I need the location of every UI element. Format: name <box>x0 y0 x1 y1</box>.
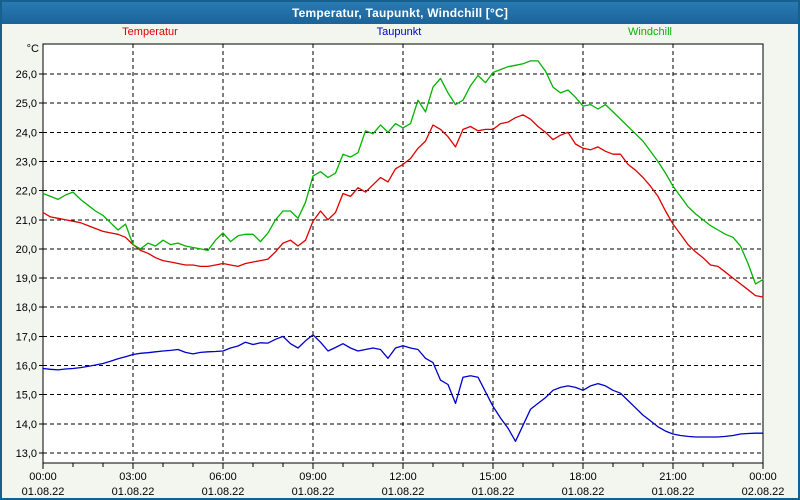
y-tick-label: 16,0 <box>16 361 37 373</box>
legend-windchill: Windchill <box>627 26 672 38</box>
y-tick-label: 20,0 <box>16 244 37 256</box>
window-title: Temperatur, Taupunkt, Windchill [°C] <box>2 2 798 24</box>
x-tick-time-label: 12:00 <box>389 471 417 483</box>
x-tick-time-label: 09:00 <box>299 471 327 483</box>
x-tick-date-label: 01.08.22 <box>292 486 335 498</box>
x-tick-date-label: 01.08.22 <box>112 486 155 498</box>
y-tick-label: 18,0 <box>16 302 37 314</box>
y-tick-label: 22,0 <box>16 186 37 198</box>
y-tick-label: 14,0 <box>16 419 37 431</box>
legend-temperatur: Temperatur <box>122 26 178 38</box>
x-tick-time-label: 21:00 <box>659 471 687 483</box>
x-tick-time-label: 15:00 <box>479 471 507 483</box>
x-tick-time-label: 06:00 <box>209 471 237 483</box>
x-tick-date-label: 01.08.22 <box>562 486 605 498</box>
y-tick-label: 15,0 <box>16 390 37 402</box>
y-tick-label: 13,0 <box>16 448 37 460</box>
y-tick-label: 17,0 <box>16 331 37 343</box>
x-tick-date-label: 02.08.22 <box>742 486 785 498</box>
x-tick-date-label: 01.08.22 <box>472 486 515 498</box>
series-temperatur <box>42 114 764 298</box>
y-axis-unit-label: °C <box>27 43 39 55</box>
x-tick-date-label: 01.08.22 <box>202 486 245 498</box>
y-tick-label: 24,0 <box>16 127 37 139</box>
x-tick-time-label: 00:00 <box>749 471 777 483</box>
y-tick-label: 21,0 <box>16 215 37 227</box>
x-tick-date-label: 01.08.22 <box>652 486 695 498</box>
plot-border <box>42 43 764 464</box>
x-tick-time-label: 00:00 <box>29 471 57 483</box>
x-tick-date-label: 01.08.22 <box>22 486 65 498</box>
legend-taupunkt: Taupunkt <box>376 26 422 38</box>
x-tick-time-label: 18:00 <box>569 471 597 483</box>
x-tick-time-label: 03:00 <box>119 471 147 483</box>
series-windchill <box>42 60 764 285</box>
plot-area <box>43 44 763 463</box>
y-tick-label: 19,0 <box>16 273 37 285</box>
chart-legend: Temperatur Taupunkt Windchill <box>2 26 798 42</box>
y-tick-label: 25,0 <box>16 98 37 110</box>
series-taupunkt <box>42 334 764 442</box>
x-tick-date-label: 01.08.22 <box>382 486 425 498</box>
y-tick-label: 26,0 <box>16 69 37 81</box>
y-tick-label: 23,0 <box>16 156 37 168</box>
